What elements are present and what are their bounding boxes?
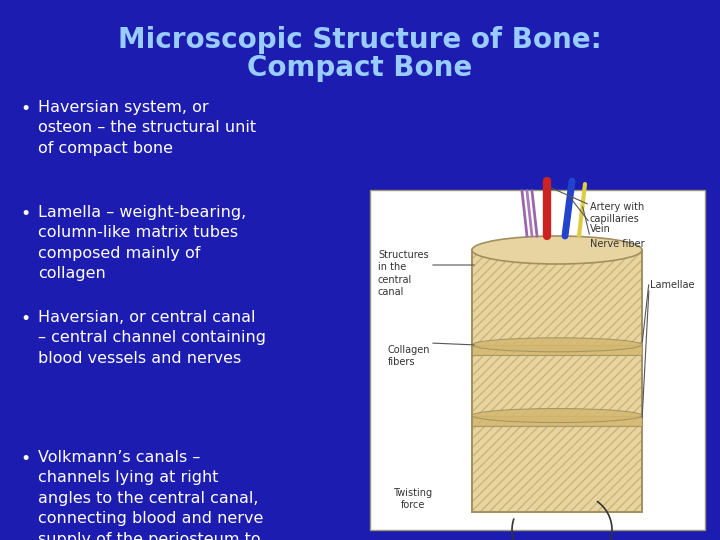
Text: •: • <box>20 100 30 118</box>
Text: Structures
in the
central
canal: Structures in the central canal <box>378 250 428 297</box>
FancyBboxPatch shape <box>370 190 705 530</box>
Text: •: • <box>20 450 30 468</box>
Ellipse shape <box>472 236 642 264</box>
Text: Compact Bone: Compact Bone <box>248 54 472 82</box>
Text: Collagen
fibers: Collagen fibers <box>388 345 431 367</box>
Text: Lamella – weight-bearing,
column-like matrix tubes
composed mainly of
collagen: Lamella – weight-bearing, column-like ma… <box>38 205 246 281</box>
Text: Microscopic Structure of Bone:: Microscopic Structure of Bone: <box>118 26 602 54</box>
Text: Nerve fiber: Nerve fiber <box>590 239 644 249</box>
Text: Haversian system, or
osteon – the structural unit
of compact bone: Haversian system, or osteon – the struct… <box>38 100 256 156</box>
Text: Twisting
force: Twisting force <box>393 488 433 510</box>
Text: Volkmann’s canals –
channels lying at right
angles to the central canal,
connect: Volkmann’s canals – channels lying at ri… <box>38 450 264 540</box>
Text: Vein: Vein <box>590 224 611 234</box>
Ellipse shape <box>472 409 642 422</box>
Text: •: • <box>20 205 30 223</box>
Text: Artery with
capillaries: Artery with capillaries <box>590 202 644 225</box>
Text: Haversian, or central canal
– central channel containing
blood vessels and nerve: Haversian, or central canal – central ch… <box>38 310 266 366</box>
Text: •: • <box>20 310 30 328</box>
Text: Lamellae: Lamellae <box>650 280 695 290</box>
Bar <box>472 416 642 426</box>
Bar <box>472 250 642 512</box>
Ellipse shape <box>472 338 642 352</box>
Bar <box>472 345 642 355</box>
